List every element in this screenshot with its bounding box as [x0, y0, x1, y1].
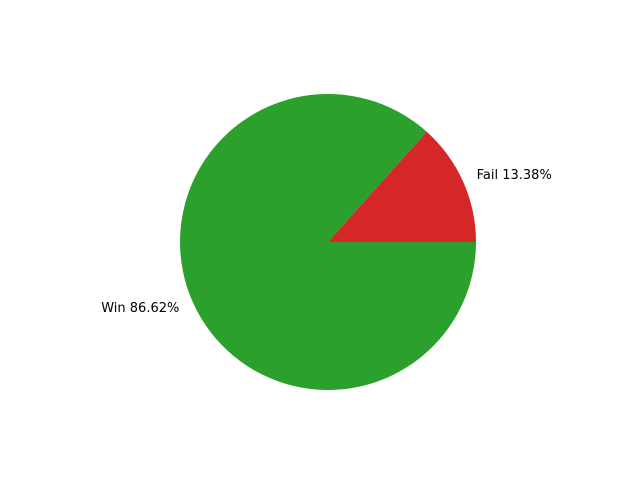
- pie-slice-0: [180, 93, 476, 390]
- pie-slice-1: [328, 131, 476, 242]
- pie-labels: Win 86.62% Fail 13.38%: [101, 168, 552, 316]
- pie-slice-label-1: Fail 13.38%: [477, 168, 552, 183]
- pie-slice-label-0: Win 86.62%: [101, 301, 179, 316]
- pie-slices: [180, 93, 476, 390]
